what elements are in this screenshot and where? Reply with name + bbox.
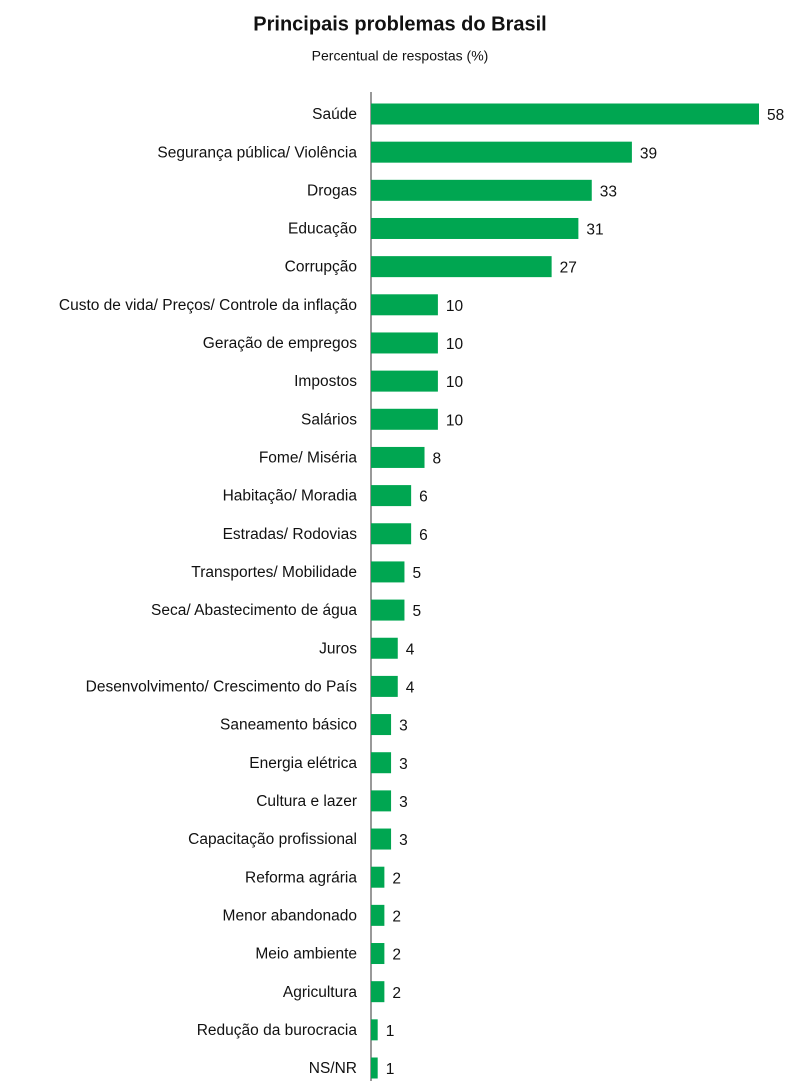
value-label: 33 xyxy=(600,183,617,200)
bar xyxy=(371,446,425,468)
bar xyxy=(371,523,412,545)
value-label: 5 xyxy=(412,603,421,620)
category-label: Estradas/ Rodovias xyxy=(223,526,358,543)
bar xyxy=(371,370,438,392)
bar xyxy=(371,485,412,507)
chart-subtitle: Percentual de respostas (%) xyxy=(312,48,489,64)
category-label: Reforma agrária xyxy=(245,869,357,886)
bar xyxy=(371,790,392,812)
value-label: 3 xyxy=(399,718,408,735)
category-label: Saúde xyxy=(312,106,357,123)
value-label: 58 xyxy=(767,107,784,124)
value-label: 3 xyxy=(399,794,408,811)
category-label: Meio ambiente xyxy=(255,946,357,963)
category-label: Redução da burocracia xyxy=(197,1022,358,1039)
value-label: 2 xyxy=(392,908,401,925)
category-label: NS/NR xyxy=(309,1060,357,1077)
value-label: 4 xyxy=(406,641,415,658)
category-label: Salários xyxy=(301,411,357,428)
category-label: Drogas xyxy=(307,182,357,199)
category-label: Desenvolvimento/ Crescimento do País xyxy=(86,678,358,695)
value-label: 2 xyxy=(392,947,401,964)
value-label: 3 xyxy=(399,756,408,773)
value-label: 10 xyxy=(446,336,464,353)
bar xyxy=(371,294,438,316)
value-label: 8 xyxy=(433,451,442,468)
category-label: Impostos xyxy=(294,373,357,390)
category-label: Fome/ Miséria xyxy=(259,450,358,467)
bar xyxy=(371,599,405,621)
category-label: Cultura e lazer xyxy=(256,793,357,810)
value-label: 27 xyxy=(560,260,577,277)
bar xyxy=(371,714,392,736)
category-label: Corrupção xyxy=(285,259,357,276)
value-label: 10 xyxy=(446,298,464,315)
category-label: Saneamento básico xyxy=(220,717,357,734)
category-label: Capacitação profissional xyxy=(188,831,357,848)
value-label: 10 xyxy=(446,412,464,429)
category-label: Habitação/ Moradia xyxy=(223,488,358,505)
bar xyxy=(371,217,579,239)
value-label: 1 xyxy=(386,1061,395,1078)
value-label: 5 xyxy=(412,565,421,582)
value-label: 10 xyxy=(446,374,464,391)
chart-title: Principais problemas do Brasil xyxy=(253,13,546,35)
category-label: Custo de vida/ Preços/ Controle da infla… xyxy=(59,297,357,314)
bar xyxy=(371,179,592,201)
value-label: 39 xyxy=(640,145,657,162)
bar xyxy=(371,866,385,888)
bar xyxy=(371,1019,378,1041)
bar xyxy=(371,752,392,774)
bar xyxy=(371,828,392,850)
bar xyxy=(371,981,385,1003)
bar xyxy=(371,256,552,278)
category-label: Menor abandonado xyxy=(223,907,357,924)
category-label: Juros xyxy=(319,640,357,657)
bar xyxy=(371,904,385,926)
value-label: 2 xyxy=(392,985,401,1002)
bar xyxy=(371,637,398,659)
bar xyxy=(371,141,632,163)
bar xyxy=(371,675,398,697)
category-label: Geração de empregos xyxy=(203,335,357,352)
value-label: 1 xyxy=(386,1023,395,1040)
bar xyxy=(371,561,405,583)
value-label: 3 xyxy=(399,832,408,849)
category-label: Transportes/ Mobilidade xyxy=(191,564,357,581)
value-label: 6 xyxy=(419,489,428,506)
value-label: 31 xyxy=(586,222,603,239)
category-label: Seca/ Abastecimento de água xyxy=(151,602,357,619)
category-label: Energia elétrica xyxy=(249,755,357,772)
bar xyxy=(371,943,385,965)
bar xyxy=(371,408,438,430)
bar xyxy=(371,332,438,354)
bar xyxy=(371,1057,378,1079)
value-label: 6 xyxy=(419,527,428,544)
category-label: Segurança pública/ Violência xyxy=(157,144,357,161)
category-label: Agricultura xyxy=(283,984,357,1001)
bar xyxy=(371,103,759,125)
value-label: 2 xyxy=(392,870,401,887)
category-label: Educação xyxy=(288,221,357,238)
value-label: 4 xyxy=(406,679,415,696)
